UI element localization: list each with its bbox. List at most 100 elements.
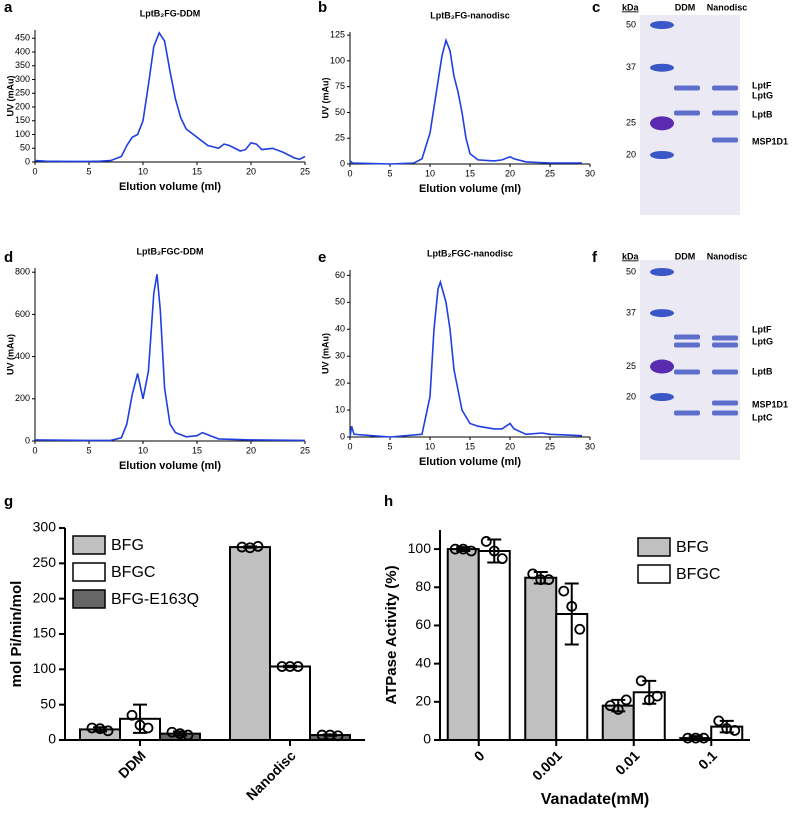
panel-letter: d	[4, 249, 13, 266]
x-axis-label: Elution volume (ml)	[419, 183, 521, 195]
x-tick-label: 15	[192, 445, 202, 455]
panel-letter: h	[384, 493, 393, 510]
y-axis-label: ATPase Activity (%)	[383, 565, 400, 704]
x-tick-label: 20	[505, 168, 515, 178]
y-tick-label: 20	[415, 693, 431, 709]
band-label: LptB	[752, 109, 773, 119]
y-tick-label: 200	[15, 393, 30, 403]
chart-title: LptB₂FGC-DDM	[137, 246, 204, 256]
x-tick-label: 15	[465, 441, 475, 451]
x-tick-label: 25	[300, 166, 310, 176]
panel-letter: a	[4, 0, 13, 16]
band-label: LptF	[752, 80, 772, 90]
gel-unit: kDa	[622, 2, 640, 12]
ladder-band	[650, 268, 674, 276]
band-label: MSP1D1	[752, 136, 788, 146]
y-tick-label: 50	[335, 107, 345, 117]
x-tick-label: 30	[585, 168, 595, 178]
y-tick-label: 50	[40, 695, 56, 711]
x-tick-label: 20	[246, 166, 256, 176]
y-tick-label: 150	[15, 115, 30, 125]
y-tick-label: 0	[340, 431, 345, 441]
y-tick-label: 300	[15, 74, 30, 84]
x-tick-label: 25	[545, 441, 555, 451]
x-tick-label: 25	[545, 168, 555, 178]
x-tick-label: 20	[246, 445, 256, 455]
y-tick-label: 80	[415, 578, 431, 594]
x-tick-label: 10	[138, 166, 148, 176]
y-axis-label: mol Pi/min/mol	[8, 581, 25, 688]
data-point	[729, 725, 741, 736]
y-tick-label: 50	[335, 297, 345, 307]
gel-band	[674, 410, 700, 416]
chart-title: LptB₂FG-DDM	[140, 8, 200, 18]
data-point	[252, 540, 264, 552]
legend-label: BFG-E163Q	[111, 591, 199, 608]
lane-label: Nanodisc	[707, 251, 748, 261]
data-point	[635, 675, 647, 687]
x-tick-label: 10	[138, 445, 148, 455]
legend-label: BFGC	[111, 564, 155, 581]
y-axis-label: UV (mAu)	[5, 76, 15, 117]
data-point	[543, 574, 555, 586]
data-point	[612, 704, 624, 715]
x-tick-label: 20	[505, 441, 515, 451]
band-label: LptG	[752, 90, 773, 100]
legend-swatch	[637, 564, 671, 584]
y-axis-label: UV (mAu)	[320, 78, 330, 119]
gel-band	[712, 85, 738, 91]
error-bar	[564, 582, 579, 646]
y-tick-label: 800	[15, 267, 30, 277]
data-point	[480, 536, 492, 547]
band-label: MSP1D1	[752, 399, 788, 409]
line-series	[34, 274, 306, 442]
x-tick-label: 15	[192, 166, 202, 176]
x-tick-label: 5	[387, 441, 392, 451]
x-tick-label: Nanodisc	[243, 747, 299, 803]
marker-label: 20	[626, 391, 636, 401]
gel-band	[712, 400, 738, 406]
data-point	[620, 694, 632, 706]
legend-swatch	[637, 537, 671, 557]
x-axis-label: Elution volume (ml)	[119, 460, 221, 472]
x-tick-label: 0	[347, 441, 352, 451]
y-tick-label: 20	[335, 378, 345, 388]
marker-label: 25	[626, 118, 636, 128]
ladder-band	[650, 393, 674, 401]
data-point	[236, 541, 248, 553]
chart-title: LptB₂FG-nanodisc	[430, 10, 510, 20]
y-tick-label: 60	[335, 270, 345, 280]
legend-swatch	[72, 535, 106, 555]
legend-label: BFGC	[676, 566, 720, 583]
y-tick-label: 0	[340, 158, 345, 168]
x-tick-label: 0.01	[612, 747, 643, 778]
marker-label: 37	[626, 62, 636, 72]
legend-swatch	[72, 562, 106, 582]
y-tick-label: 40	[415, 654, 431, 670]
marker-label: 25	[626, 361, 636, 371]
lane-label: DDM	[675, 2, 696, 12]
y-tick-label: 400	[15, 46, 30, 56]
x-tick-label: 5	[86, 166, 91, 176]
chart-title: LptB₂FGC-nanodisc	[427, 248, 513, 258]
data-point	[496, 553, 508, 565]
y-tick-label: 200	[33, 589, 57, 605]
data-point	[713, 715, 725, 727]
ladder-band	[650, 21, 674, 29]
ladder-band	[650, 309, 674, 318]
data-point	[284, 661, 296, 672]
data-point	[558, 585, 570, 597]
y-tick-label: 75	[335, 81, 345, 91]
data-point	[690, 732, 702, 744]
x-tick-label: 10	[425, 441, 435, 451]
gel-unit: kDa	[622, 251, 640, 261]
data-point	[682, 732, 694, 744]
y-tick-label: 250	[33, 554, 57, 570]
x-axis-label: Elution volume (ml)	[419, 456, 521, 468]
data-point	[651, 690, 663, 702]
x-tick-label: 0	[32, 445, 37, 455]
gel-band	[712, 110, 738, 116]
y-tick-label: 100	[15, 129, 30, 139]
y-tick-label: 0	[25, 156, 30, 166]
